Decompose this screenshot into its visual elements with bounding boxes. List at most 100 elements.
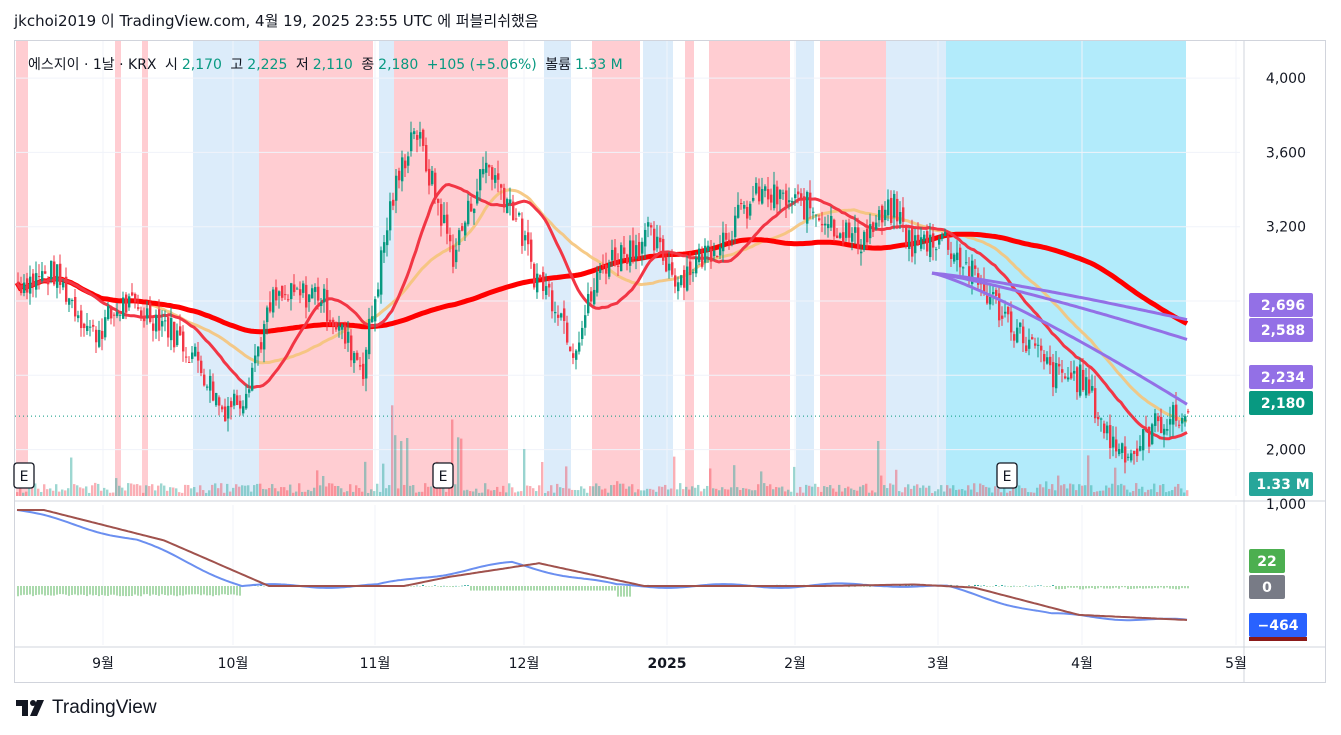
macd-y-tick-label: 1,000: [1266, 497, 1306, 513]
candle-body: [389, 201, 392, 231]
volume-bar: [82, 488, 85, 496]
volume-bar: [676, 489, 679, 496]
volume-bar: [919, 487, 922, 496]
candle-body: [968, 266, 971, 280]
volume-bar: [403, 484, 406, 496]
candle-body: [107, 306, 110, 320]
candle-body: [917, 234, 920, 245]
candle-body: [803, 196, 806, 220]
candle-body: [443, 214, 446, 224]
macd-histogram-bar: [236, 586, 238, 596]
candle-body: [338, 326, 341, 331]
legend-symbol[interactable]: 에스지이 · 1날 · KRX: [28, 57, 157, 73]
candle-body: [1124, 446, 1127, 463]
candle-body: [611, 249, 614, 261]
macd-histogram-bar: [56, 586, 58, 595]
candle-body: [92, 324, 95, 327]
volume-bar: [883, 485, 886, 496]
macd-histogram-bar: [980, 585, 982, 587]
candle-body: [149, 303, 152, 322]
candle-body: [119, 314, 122, 316]
tradingview-brand[interactable]: TradingView: [16, 697, 157, 719]
volume-bar: [157, 485, 160, 496]
candle-body: [410, 132, 413, 152]
macd-histogram-bar: [989, 586, 991, 587]
candle-body: [839, 233, 842, 238]
macd-histogram-bar: [1127, 586, 1129, 590]
candle-body: [344, 325, 347, 344]
price-badge: [1249, 318, 1313, 342]
candle-body: [281, 285, 284, 298]
volume-bar: [49, 488, 52, 496]
candle-body: [434, 172, 437, 200]
candle-body: [1130, 453, 1133, 461]
volume-bar: [1006, 492, 1009, 496]
macd-histogram-bar: [173, 586, 175, 596]
volume-bar: [85, 486, 88, 496]
volume-bar: [1084, 485, 1087, 496]
legend-change: +105 (+5.06%): [426, 57, 537, 73]
candle-body: [491, 167, 494, 180]
candle-body: [998, 293, 1001, 321]
candle-body: [332, 319, 335, 327]
macd-histogram-bar: [92, 586, 94, 596]
volume-bar: [169, 487, 172, 496]
macd-histogram-bar: [1025, 585, 1027, 587]
candle-body: [887, 199, 890, 216]
earnings-marker-box: [432, 462, 454, 489]
candle-body: [749, 203, 752, 216]
candle-body: [320, 302, 323, 306]
macd-histogram-bar: [428, 586, 430, 587]
volume-bar: [292, 492, 295, 496]
macd-histogram-bar: [1073, 586, 1075, 588]
volume-bar: [817, 486, 820, 496]
candle-body: [737, 204, 740, 218]
volume-bar: [406, 437, 409, 496]
candle-body: [302, 283, 305, 293]
volume-bar: [331, 483, 334, 496]
earnings-marker-box: [13, 462, 35, 489]
candle-body: [251, 367, 254, 391]
volume-bar: [880, 475, 883, 496]
macd-histogram-bar: [587, 586, 589, 591]
candle-body: [122, 297, 125, 319]
volume-bar: [769, 484, 772, 496]
candle-body: [935, 249, 938, 251]
candle-body: [86, 325, 89, 331]
y-tick-label: 4,000: [1266, 71, 1306, 87]
volume-bar: [565, 466, 568, 496]
volume-bar: [25, 491, 28, 496]
candle-body: [143, 317, 146, 322]
candle-body: [593, 289, 596, 305]
volume-bar: [643, 490, 646, 496]
macd-histogram-bar: [1181, 586, 1183, 589]
candle-body: [296, 288, 299, 290]
volume-bar: [178, 492, 181, 496]
candle-body: [104, 317, 107, 338]
macd-histogram-bar: [143, 586, 145, 595]
candle-body: [890, 197, 893, 223]
volume-bar: [961, 489, 964, 496]
volume-bar: [316, 470, 319, 496]
candle-body: [800, 193, 803, 200]
volume-bar: [373, 491, 376, 496]
volume-bar: [226, 483, 229, 496]
volume-bar: [241, 485, 244, 496]
candle-body: [326, 289, 329, 322]
volume-bar: [577, 490, 580, 496]
macd-histogram-bar: [1055, 586, 1057, 590]
volume-bar: [694, 487, 697, 496]
volume-bar: [1045, 481, 1048, 496]
volume-bar: [160, 483, 163, 496]
candle-body: [752, 197, 755, 201]
volume-bar: [838, 484, 841, 496]
candle-body: [1178, 424, 1181, 426]
macd-histogram-bar: [1022, 586, 1024, 587]
candle-body: [185, 356, 188, 358]
candle-body: [725, 232, 728, 240]
volume-bar: [1141, 486, 1144, 496]
volume-bar: [388, 485, 391, 496]
candle-body: [1154, 413, 1157, 426]
volume-bar: [622, 483, 625, 496]
